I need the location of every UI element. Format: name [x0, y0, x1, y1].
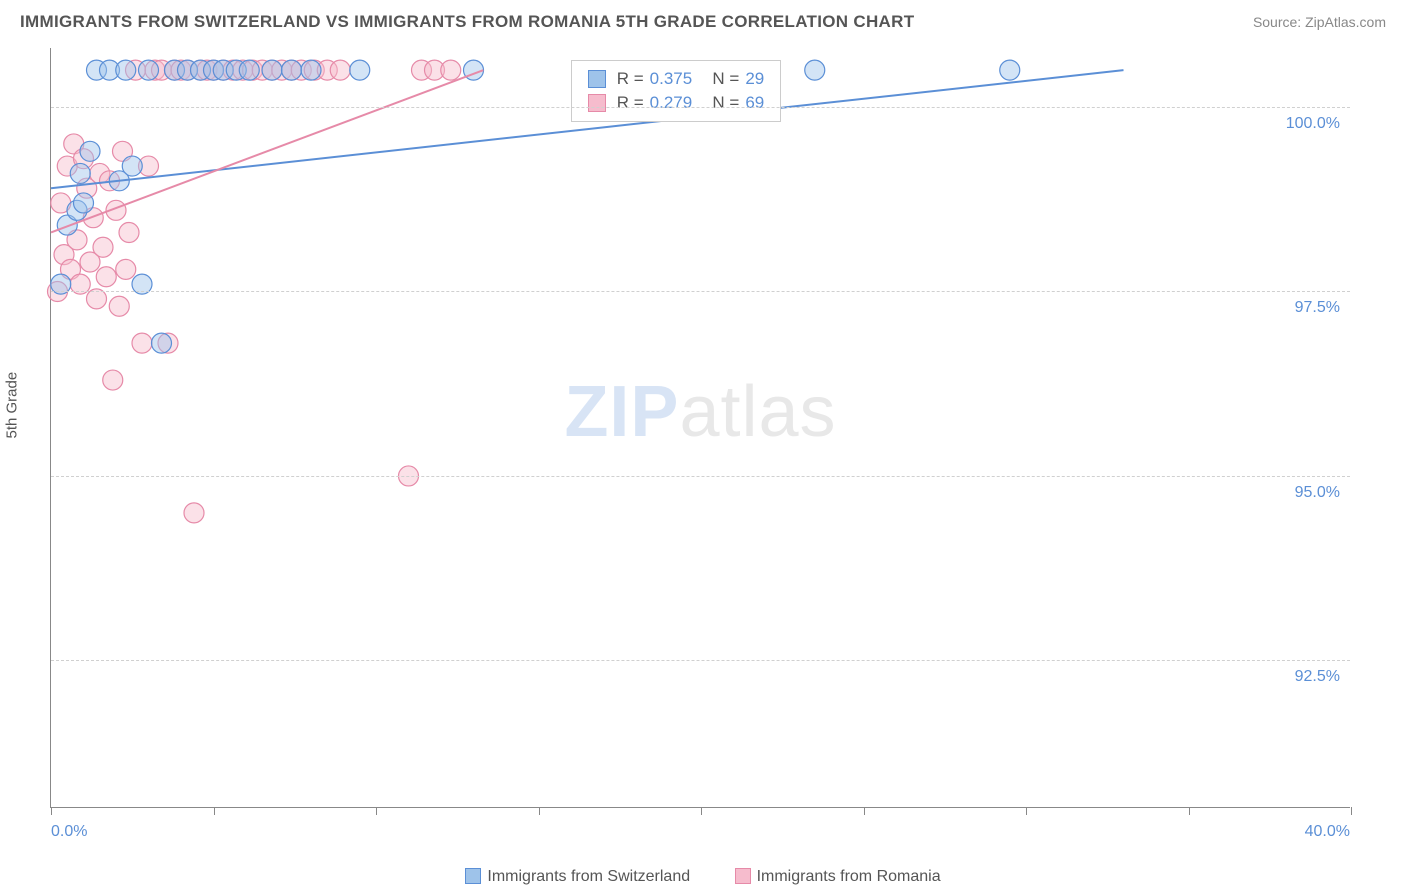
x-tick [1189, 807, 1190, 815]
data-point [805, 60, 825, 80]
data-point [74, 193, 94, 213]
source-label: Source: ZipAtlas.com [1253, 14, 1386, 30]
data-point [70, 163, 90, 183]
data-point [282, 60, 302, 80]
data-point [119, 222, 139, 242]
data-point [441, 60, 461, 80]
data-point [262, 60, 282, 80]
x-tick [376, 807, 377, 815]
data-point [122, 156, 142, 176]
data-point [80, 141, 100, 161]
x-tick [701, 807, 702, 815]
data-point [239, 60, 259, 80]
data-point [103, 370, 123, 390]
y-tick-label: 95.0% [1295, 484, 1340, 502]
data-point [350, 60, 370, 80]
data-point [152, 333, 172, 353]
y-axis-title: 5th Grade [4, 372, 21, 439]
data-point [116, 60, 136, 80]
gridline [51, 291, 1350, 292]
legend-swatch [588, 94, 606, 112]
data-point [132, 333, 152, 353]
data-point [116, 259, 136, 279]
romania-legend-label: Immigrants from Romania [757, 868, 941, 885]
data-point [184, 503, 204, 523]
legend-swatch [588, 70, 606, 88]
x-tick [539, 807, 540, 815]
x-tick [214, 807, 215, 815]
data-point [93, 237, 113, 257]
x-axis-right-label: 40.0% [1305, 823, 1350, 841]
romania-swatch [735, 868, 751, 884]
scatter-svg [51, 48, 1350, 807]
stats-legend-row: R = 0.375 N = 29 [588, 67, 764, 91]
data-point [301, 60, 321, 80]
chart-title: IMMIGRANTS FROM SWITZERLAND VS IMMIGRANT… [20, 12, 914, 32]
stats-legend: R = 0.375 N = 29 R = 0.279 N = 69 [571, 60, 781, 122]
x-tick [864, 807, 865, 815]
y-tick-label: 97.5% [1295, 299, 1340, 317]
gridline [51, 476, 1350, 477]
gridline [51, 660, 1350, 661]
x-tick [1351, 807, 1352, 815]
y-tick-label: 92.5% [1295, 668, 1340, 686]
gridline [51, 107, 1350, 108]
bottom-legend: Immigrants from Switzerland Immigrants f… [0, 868, 1406, 886]
data-point [1000, 60, 1020, 80]
chart-plot-area: ZIPatlas R = 0.375 N = 29 R = 0.279 N = … [50, 48, 1350, 808]
x-tick [51, 807, 52, 815]
switzerland-legend-label: Immigrants from Switzerland [487, 868, 690, 885]
stats-legend-row: R = 0.279 N = 69 [588, 91, 764, 115]
data-point [96, 267, 116, 287]
data-point [109, 296, 129, 316]
data-point [330, 60, 350, 80]
y-tick-label: 100.0% [1286, 115, 1340, 133]
header: IMMIGRANTS FROM SWITZERLAND VS IMMIGRANT… [0, 0, 1406, 40]
data-point [139, 60, 159, 80]
switzerland-swatch [465, 868, 481, 884]
x-tick [1026, 807, 1027, 815]
x-axis-left-label: 0.0% [51, 823, 87, 841]
